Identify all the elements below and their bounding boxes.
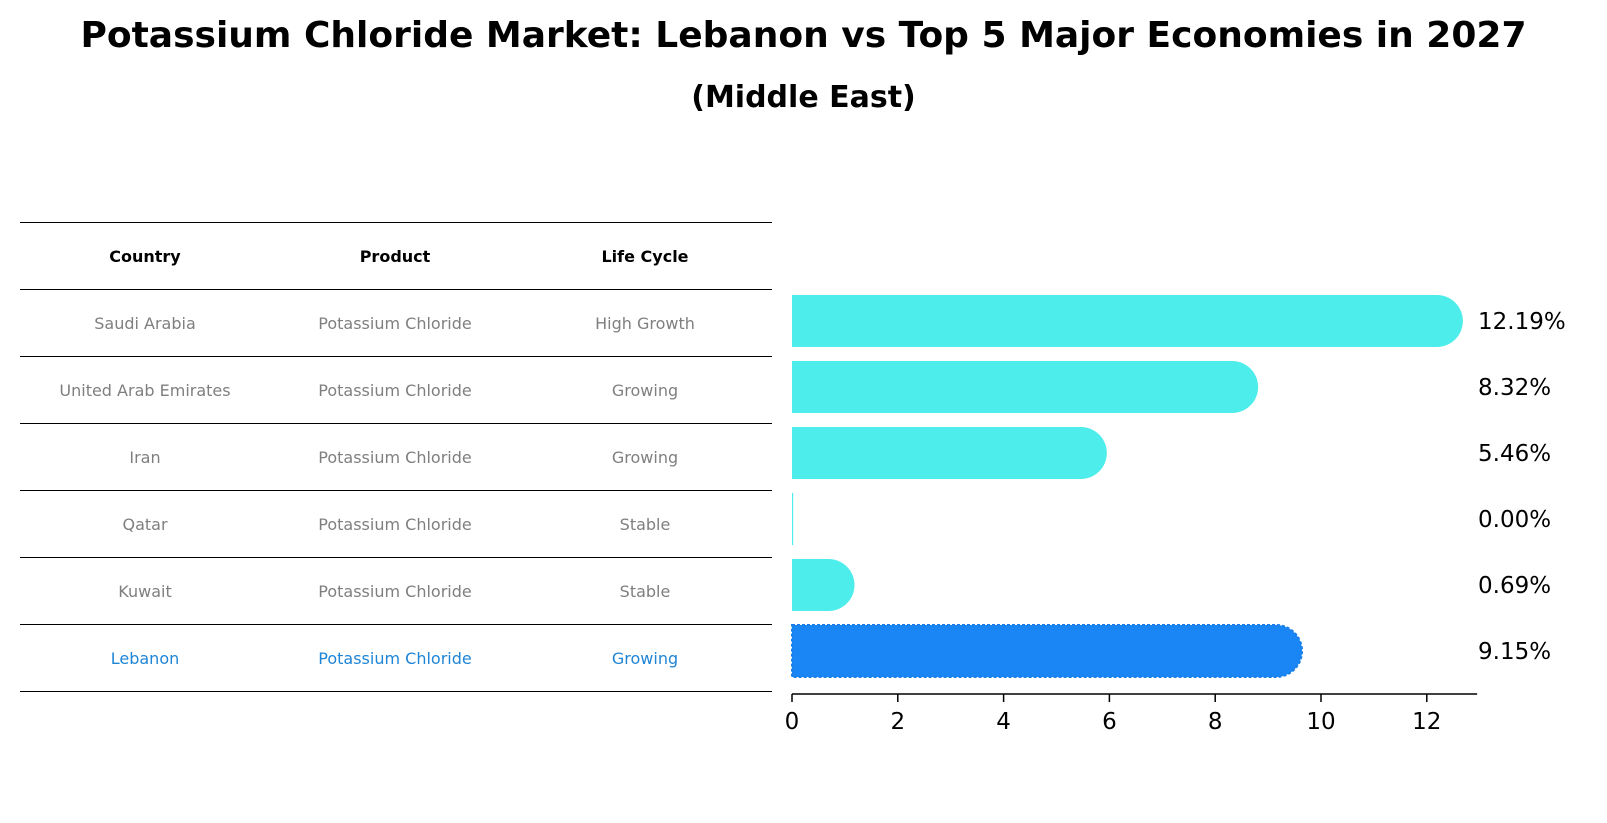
x-axis-tick-label: 10: [1306, 709, 1335, 735]
bar: [792, 493, 794, 545]
cell-life-cycle: High Growth: [595, 313, 695, 333]
cell-product: Potassium Chloride: [318, 380, 472, 400]
cell-country: United Arab Emirates: [59, 380, 231, 400]
cell-country: Qatar: [122, 514, 168, 534]
cell-country: Saudi Arabia: [94, 313, 196, 333]
cell-life-cycle: Growing: [611, 648, 679, 668]
table-row: Iran Potassium Chloride Growing: [20, 423, 772, 490]
cell-life-cycle: Stable: [619, 581, 671, 601]
cell-country: Lebanon: [110, 648, 180, 668]
table-row: Kuwait Potassium Chloride Stable: [20, 557, 772, 624]
cell-product: Potassium Chloride: [318, 648, 472, 668]
x-axis-tick-label: 2: [890, 709, 905, 735]
bar: [792, 361, 1259, 413]
header-country: Country: [109, 246, 181, 266]
bar-value-label: 0.69%: [1478, 573, 1551, 599]
cell-country: Kuwait: [118, 581, 172, 601]
country-table: Country Product Life Cycle Saudi Arabia …: [20, 222, 772, 692]
x-axis-tick-label: 4: [996, 709, 1011, 735]
bar: [792, 559, 855, 611]
bar-value-label: 8.32%: [1478, 375, 1551, 401]
cell-product: Potassium Chloride: [318, 313, 472, 333]
bar-value-label: 12.19%: [1478, 309, 1566, 335]
cell-country: Iran: [129, 447, 161, 467]
cell-product: Potassium Chloride: [318, 447, 472, 467]
table-row: Qatar Potassium Chloride Stable: [20, 490, 772, 557]
cell-product: Potassium Chloride: [318, 581, 472, 601]
bar-value-label: 0.00%: [1478, 507, 1551, 533]
bar-value-label: 9.15%: [1478, 639, 1551, 665]
header-life-cycle: Life Cycle: [601, 246, 689, 266]
bar: [791, 624, 1304, 678]
bar: [792, 295, 1463, 347]
cell-life-cycle: Growing: [611, 447, 679, 467]
cell-life-cycle: Stable: [619, 514, 671, 534]
table-row: United Arab Emirates Potassium Chloride …: [20, 356, 772, 423]
cell-life-cycle: Growing: [611, 380, 679, 400]
x-axis-tick-label: 12: [1412, 709, 1441, 735]
chart-title: Potassium Chloride Market: Lebanon vs To…: [80, 15, 1527, 56]
bar-value-label: 5.46%: [1478, 441, 1551, 467]
x-axis-tick-label: 0: [785, 709, 800, 735]
table-header-row: Country Product Life Cycle: [20, 222, 772, 289]
header-product: Product: [359, 246, 431, 266]
cell-product: Potassium Chloride: [318, 514, 472, 534]
x-axis-tick-label: 6: [1102, 709, 1117, 735]
bar: [792, 427, 1107, 479]
table-row: Saudi Arabia Potassium Chloride High Gro…: [20, 289, 772, 356]
table-row-highlighted: Lebanon Potassium Chloride Growing: [20, 624, 772, 692]
chart-subtitle: (Middle East): [691, 80, 916, 115]
x-axis-tick-label: 8: [1208, 709, 1223, 735]
